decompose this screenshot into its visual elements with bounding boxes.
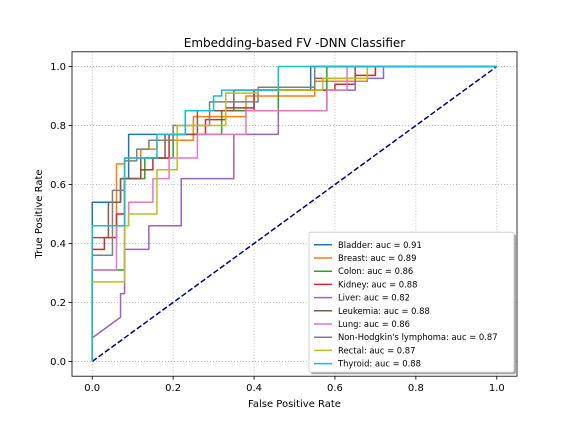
y-tick-label: 0.8	[50, 121, 66, 132]
reference-diagonal	[91, 65, 498, 363]
legend-label: Liver: auc = 0.82	[338, 293, 410, 303]
roc-curve-series	[91, 65, 497, 362]
chart-title: Embedding-based FV -DNN Classifier	[184, 36, 406, 50]
y-tick-label: 0.2	[50, 298, 66, 309]
x-tick-label: 0.6	[327, 383, 343, 394]
x-tick-label: 0.0	[84, 383, 100, 394]
legend-label: Thyroid: auc = 0.88	[337, 359, 421, 369]
x-axis-label: False Positive Rate	[248, 399, 341, 410]
roc-curve-series	[91, 65, 497, 362]
y-axis-label: True Positive Rate	[34, 169, 45, 259]
y-tick-label: 1.0	[50, 62, 66, 73]
legend-label: Lung: auc = 0.86	[338, 319, 410, 329]
x-tick-label: 1.0	[489, 383, 505, 394]
y-tick-label: 0.4	[50, 239, 66, 250]
legend-label: Leukemia: auc = 0.88	[338, 306, 430, 316]
roc-curves	[91, 65, 497, 362]
legend: Bladder: auc = 0.91 Breast: auc = 0.89 Col…	[308, 231, 516, 375]
legend-label: Kidney: auc = 0.88	[338, 279, 417, 289]
roc-curve-series	[91, 65, 497, 362]
legend-label: Colon: auc = 0.86	[338, 266, 413, 276]
x-tick-label: 0.2	[165, 383, 181, 394]
x-tick-label: 0.8	[408, 383, 424, 394]
plot-frame	[71, 51, 518, 377]
legend-label: Rectal: auc = 0.87	[338, 345, 415, 355]
diagonal-reference-line	[91, 65, 498, 363]
legend-box	[308, 231, 515, 373]
legend-label: Bladder: auc = 0.91	[338, 240, 422, 250]
y-tick-label: 0.0	[50, 357, 66, 368]
y-tick-label: 0.6	[50, 180, 66, 191]
legend-label: Non-Hodgkin's lymphoma: auc = 0.87	[338, 332, 498, 342]
x-tick-label: 0.4	[246, 383, 262, 394]
legend-label: Breast: auc = 0.89	[338, 253, 416, 263]
axis-ticks: 0.0 0.2 0.4 0.6 0.8 1.0 0.0 0.2 0.4 0.6 0.8 1.0	[50, 62, 505, 394]
